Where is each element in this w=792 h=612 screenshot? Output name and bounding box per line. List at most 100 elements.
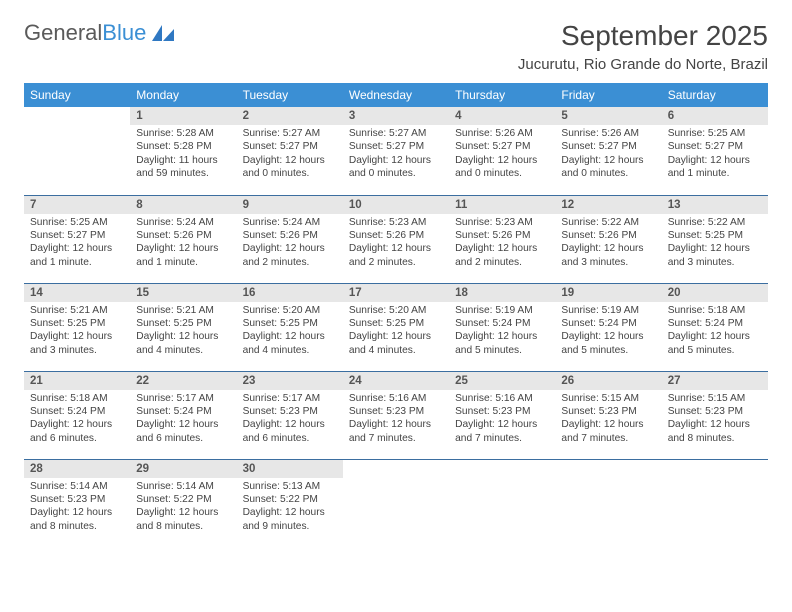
logo: GeneralBlue xyxy=(24,20,176,46)
col-saturday: Saturday xyxy=(662,83,768,107)
day-number: 27 xyxy=(662,372,768,390)
sunset-text: Sunset: 5:26 PM xyxy=(455,229,549,242)
sunset-text: Sunset: 5:28 PM xyxy=(136,140,230,153)
sunrise-text: Sunrise: 5:17 AM xyxy=(243,392,337,405)
day-details: Sunrise: 5:17 AMSunset: 5:23 PMDaylight:… xyxy=(237,390,343,450)
day-cell: 12Sunrise: 5:22 AMSunset: 5:26 PMDayligh… xyxy=(555,195,661,283)
daylight-text: Daylight: 12 hours and 4 minutes. xyxy=(136,330,230,357)
sunrise-text: Sunrise: 5:27 AM xyxy=(243,127,337,140)
sunrise-text: Sunrise: 5:13 AM xyxy=(243,480,337,493)
day-number xyxy=(449,460,555,466)
day-number: 2 xyxy=(237,107,343,125)
day-number: 15 xyxy=(130,284,236,302)
daylight-text: Daylight: 12 hours and 0 minutes. xyxy=(243,154,337,181)
sunrise-text: Sunrise: 5:17 AM xyxy=(136,392,230,405)
sunrise-text: Sunrise: 5:28 AM xyxy=(136,127,230,140)
sunrise-text: Sunrise: 5:25 AM xyxy=(30,216,124,229)
sunrise-text: Sunrise: 5:22 AM xyxy=(561,216,655,229)
day-details: Sunrise: 5:26 AMSunset: 5:27 PMDaylight:… xyxy=(555,125,661,185)
day-number: 7 xyxy=(24,196,130,214)
sunrise-text: Sunrise: 5:18 AM xyxy=(30,392,124,405)
day-number: 26 xyxy=(555,372,661,390)
day-details: Sunrise: 5:27 AMSunset: 5:27 PMDaylight:… xyxy=(343,125,449,185)
daylight-text: Daylight: 11 hours and 59 minutes. xyxy=(136,154,230,181)
daylight-text: Daylight: 12 hours and 0 minutes. xyxy=(455,154,549,181)
daylight-text: Daylight: 12 hours and 3 minutes. xyxy=(668,242,762,269)
day-cell: 26Sunrise: 5:15 AMSunset: 5:23 PMDayligh… xyxy=(555,371,661,459)
day-number xyxy=(555,460,661,466)
sunset-text: Sunset: 5:27 PM xyxy=(561,140,655,153)
sunset-text: Sunset: 5:24 PM xyxy=(561,317,655,330)
daylight-text: Daylight: 12 hours and 8 minutes. xyxy=(30,506,124,533)
day-cell: 8Sunrise: 5:24 AMSunset: 5:26 PMDaylight… xyxy=(130,195,236,283)
daylight-text: Daylight: 12 hours and 4 minutes. xyxy=(349,330,443,357)
day-number xyxy=(343,460,449,466)
col-wednesday: Wednesday xyxy=(343,83,449,107)
sunrise-text: Sunrise: 5:22 AM xyxy=(668,216,762,229)
day-cell: 6Sunrise: 5:25 AMSunset: 5:27 PMDaylight… xyxy=(662,107,768,195)
day-details: Sunrise: 5:16 AMSunset: 5:23 PMDaylight:… xyxy=(449,390,555,450)
col-friday: Friday xyxy=(555,83,661,107)
sunset-text: Sunset: 5:23 PM xyxy=(668,405,762,418)
day-cell: 29Sunrise: 5:14 AMSunset: 5:22 PMDayligh… xyxy=(130,459,236,547)
day-cell: 19Sunrise: 5:19 AMSunset: 5:24 PMDayligh… xyxy=(555,283,661,371)
day-number: 23 xyxy=(237,372,343,390)
day-number: 10 xyxy=(343,196,449,214)
day-cell: 24Sunrise: 5:16 AMSunset: 5:23 PMDayligh… xyxy=(343,371,449,459)
day-details: Sunrise: 5:27 AMSunset: 5:27 PMDaylight:… xyxy=(237,125,343,185)
day-cell: 3Sunrise: 5:27 AMSunset: 5:27 PMDaylight… xyxy=(343,107,449,195)
day-details: Sunrise: 5:13 AMSunset: 5:22 PMDaylight:… xyxy=(237,478,343,538)
sunset-text: Sunset: 5:25 PM xyxy=(668,229,762,242)
sunrise-text: Sunrise: 5:24 AM xyxy=(136,216,230,229)
logo-text-main: General xyxy=(24,20,102,46)
day-cell xyxy=(343,459,449,547)
day-number: 6 xyxy=(662,107,768,125)
day-details: Sunrise: 5:25 AMSunset: 5:27 PMDaylight:… xyxy=(662,125,768,185)
day-cell: 5Sunrise: 5:26 AMSunset: 5:27 PMDaylight… xyxy=(555,107,661,195)
week-row: 21Sunrise: 5:18 AMSunset: 5:24 PMDayligh… xyxy=(24,371,768,459)
daylight-text: Daylight: 12 hours and 9 minutes. xyxy=(243,506,337,533)
day-number xyxy=(662,460,768,466)
day-cell: 20Sunrise: 5:18 AMSunset: 5:24 PMDayligh… xyxy=(662,283,768,371)
day-cell: 18Sunrise: 5:19 AMSunset: 5:24 PMDayligh… xyxy=(449,283,555,371)
sunset-text: Sunset: 5:27 PM xyxy=(668,140,762,153)
day-cell: 1Sunrise: 5:28 AMSunset: 5:28 PMDaylight… xyxy=(130,107,236,195)
day-cell: 23Sunrise: 5:17 AMSunset: 5:23 PMDayligh… xyxy=(237,371,343,459)
day-cell: 30Sunrise: 5:13 AMSunset: 5:22 PMDayligh… xyxy=(237,459,343,547)
daylight-text: Daylight: 12 hours and 8 minutes. xyxy=(136,506,230,533)
day-number: 17 xyxy=(343,284,449,302)
day-number: 20 xyxy=(662,284,768,302)
daylight-text: Daylight: 12 hours and 7 minutes. xyxy=(455,418,549,445)
month-title: September 2025 xyxy=(518,20,768,52)
week-row: 7Sunrise: 5:25 AMSunset: 5:27 PMDaylight… xyxy=(24,195,768,283)
day-number: 25 xyxy=(449,372,555,390)
sunset-text: Sunset: 5:23 PM xyxy=(349,405,443,418)
day-cell: 28Sunrise: 5:14 AMSunset: 5:23 PMDayligh… xyxy=(24,459,130,547)
daylight-text: Daylight: 12 hours and 8 minutes. xyxy=(668,418,762,445)
day-number: 30 xyxy=(237,460,343,478)
day-cell: 14Sunrise: 5:21 AMSunset: 5:25 PMDayligh… xyxy=(24,283,130,371)
day-cell xyxy=(662,459,768,547)
day-number: 8 xyxy=(130,196,236,214)
col-tuesday: Tuesday xyxy=(237,83,343,107)
col-monday: Monday xyxy=(130,83,236,107)
sunset-text: Sunset: 5:24 PM xyxy=(455,317,549,330)
sunrise-text: Sunrise: 5:25 AM xyxy=(668,127,762,140)
sunrise-text: Sunrise: 5:14 AM xyxy=(30,480,124,493)
day-details: Sunrise: 5:22 AMSunset: 5:26 PMDaylight:… xyxy=(555,214,661,274)
day-cell xyxy=(449,459,555,547)
sunrise-text: Sunrise: 5:20 AM xyxy=(243,304,337,317)
day-cell: 27Sunrise: 5:15 AMSunset: 5:23 PMDayligh… xyxy=(662,371,768,459)
day-details: Sunrise: 5:16 AMSunset: 5:23 PMDaylight:… xyxy=(343,390,449,450)
sunset-text: Sunset: 5:23 PM xyxy=(455,405,549,418)
day-number: 29 xyxy=(130,460,236,478)
daylight-text: Daylight: 12 hours and 3 minutes. xyxy=(30,330,124,357)
sunset-text: Sunset: 5:27 PM xyxy=(349,140,443,153)
day-number: 14 xyxy=(24,284,130,302)
sunrise-text: Sunrise: 5:19 AM xyxy=(455,304,549,317)
daylight-text: Daylight: 12 hours and 1 minute. xyxy=(668,154,762,181)
sunrise-text: Sunrise: 5:16 AM xyxy=(349,392,443,405)
day-details: Sunrise: 5:28 AMSunset: 5:28 PMDaylight:… xyxy=(130,125,236,185)
sunrise-text: Sunrise: 5:19 AM xyxy=(561,304,655,317)
daylight-text: Daylight: 12 hours and 5 minutes. xyxy=(668,330,762,357)
